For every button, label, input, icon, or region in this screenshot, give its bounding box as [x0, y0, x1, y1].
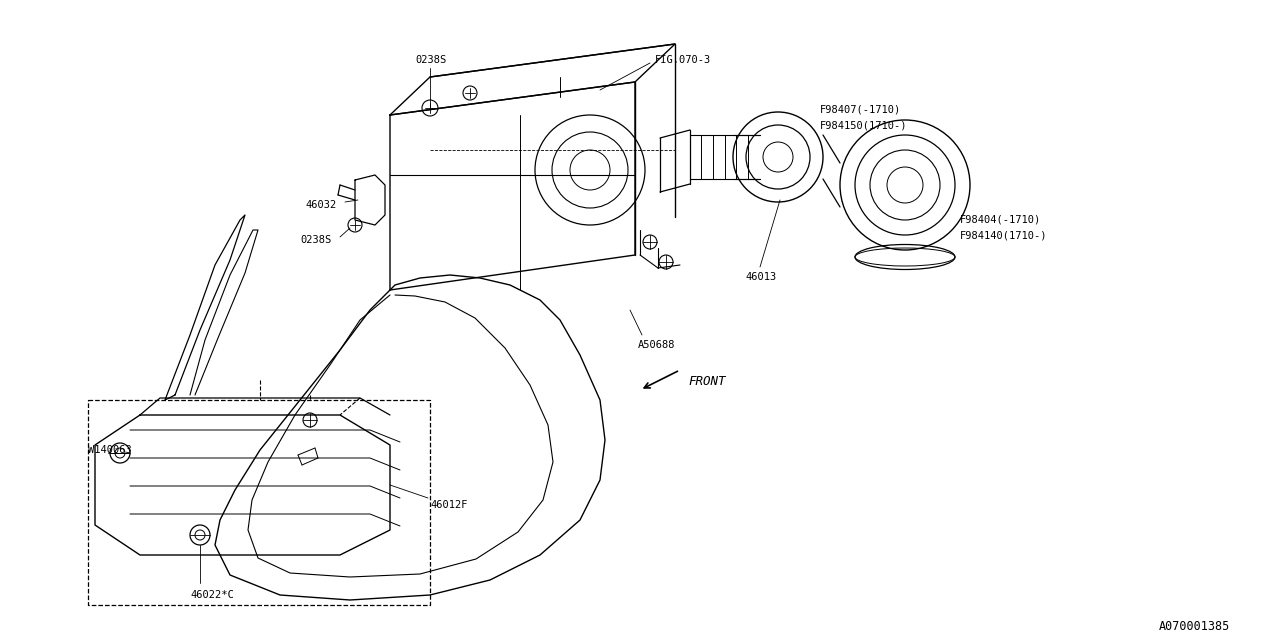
Text: A50688: A50688 [637, 340, 676, 350]
Text: 0238S: 0238S [300, 235, 332, 245]
Text: W140063: W140063 [88, 445, 132, 455]
Text: FRONT: FRONT [689, 375, 726, 388]
Text: 46012F: 46012F [430, 500, 467, 510]
Text: A070001385: A070001385 [1158, 620, 1230, 633]
Text: FIG.070-3: FIG.070-3 [655, 55, 712, 65]
Text: 46032: 46032 [305, 200, 337, 210]
Text: 46022*C: 46022*C [189, 590, 234, 600]
Text: 0238S: 0238S [415, 55, 447, 65]
Text: F984140(1710-): F984140(1710-) [960, 230, 1047, 240]
Text: F98404(-1710): F98404(-1710) [960, 215, 1041, 225]
Text: F98407(-1710): F98407(-1710) [820, 105, 901, 115]
Text: 46013: 46013 [745, 272, 776, 282]
Text: F984150(1710-): F984150(1710-) [820, 120, 908, 130]
